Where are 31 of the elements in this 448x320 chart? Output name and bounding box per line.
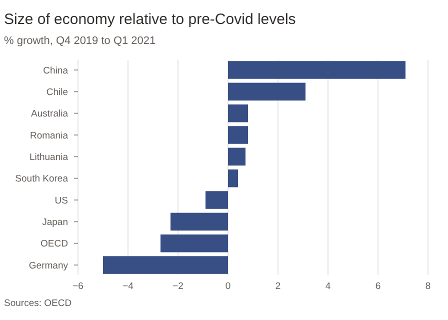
x-tick-label: 8	[425, 281, 431, 292]
x-tick-label: −2	[172, 281, 184, 292]
y-tick-label: Chile	[46, 86, 68, 98]
bar	[228, 104, 248, 122]
x-tick-label: 2	[275, 281, 281, 292]
bar	[170, 212, 228, 231]
y-tick-label: US	[54, 195, 68, 206]
bar	[228, 148, 246, 166]
y-tick-label: Germany	[28, 260, 68, 272]
y-tick-label: China	[43, 65, 69, 76]
y-tick-label: Japan	[42, 217, 68, 228]
bar	[206, 191, 228, 209]
bar	[228, 82, 306, 101]
bar	[103, 256, 228, 274]
bar	[228, 61, 406, 79]
x-tick-label: 4	[325, 281, 331, 292]
bar	[228, 126, 248, 144]
chart-subtitle: % growth, Q4 2019 to Q1 2021	[4, 35, 156, 47]
x-tick-label: −4	[122, 281, 134, 292]
x-tick-label: 6	[375, 281, 381, 292]
bar	[228, 169, 238, 188]
x-tick-label: −6	[72, 281, 84, 292]
y-tick-label: Romania	[30, 130, 69, 142]
y-tick-label: OECD	[40, 238, 68, 250]
chart-title: Size of economy relative to pre-Covid levels	[4, 11, 296, 28]
x-tick-label: 0	[225, 281, 231, 292]
y-tick-label: Lithuania	[29, 152, 69, 163]
y-tick-label: Australia	[31, 108, 69, 120]
source-note: Sources: OECD	[4, 298, 72, 309]
y-tick-label: South Korea	[15, 174, 69, 185]
bar	[160, 234, 228, 252]
